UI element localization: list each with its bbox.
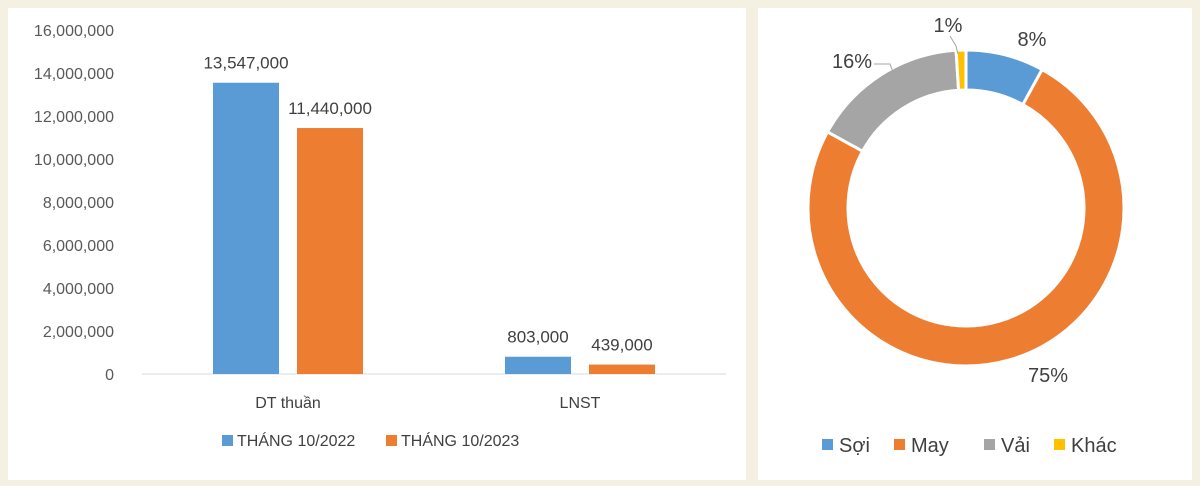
slice-data-label: 75% bbox=[1028, 365, 1068, 387]
bar bbox=[505, 356, 571, 374]
slice-data-label: 1% bbox=[934, 15, 963, 37]
y-tick-label: 12,000,000 bbox=[34, 109, 114, 126]
bar bbox=[213, 82, 279, 374]
leader-line bbox=[874, 63, 897, 81]
legend-swatch bbox=[822, 439, 833, 450]
legend-label: Sợi bbox=[839, 435, 870, 457]
x-category-label: LNST bbox=[560, 395, 601, 412]
bar-data-label: 803,000 bbox=[507, 328, 568, 347]
bar bbox=[589, 364, 655, 374]
doughnut-slice bbox=[954, 48, 968, 92]
bar bbox=[297, 128, 363, 374]
doughnut-slice bbox=[806, 67, 1126, 368]
bar-chart-panel: 0 2,000,000 4,000,000 6,000,000 8,000,000 10,… bbox=[8, 8, 746, 480]
y-tick-label: 2,000,000 bbox=[43, 324, 114, 341]
doughnut-chart: 8% 75% 16% 1% Sợi May Vải Khác bbox=[806, 15, 1126, 457]
y-tick-label: 6,000,000 bbox=[43, 238, 114, 255]
y-tick-label: 8,000,000 bbox=[43, 195, 114, 212]
bar-data-label: 439,000 bbox=[591, 336, 652, 355]
legend-label: THÁNG 10/2022 bbox=[237, 431, 355, 450]
doughnut-chart-panel: 8% 75% 16% 1% Sợi May Vải Khác bbox=[758, 8, 1192, 480]
bar-chart: 0 2,000,000 4,000,000 6,000,000 8,000,000 10,… bbox=[34, 23, 726, 450]
legend-swatch bbox=[894, 439, 905, 450]
slice-data-label: 8% bbox=[1018, 29, 1047, 51]
legend-swatch bbox=[386, 435, 397, 446]
x-category-label: DT thuần bbox=[255, 395, 321, 412]
slice-data-label: 16% bbox=[832, 51, 872, 73]
y-tick-label: 0 bbox=[105, 367, 114, 384]
legend-label: Khác bbox=[1071, 435, 1117, 457]
y-tick-label: 10,000,000 bbox=[34, 152, 114, 169]
bar-data-label: 11,440,000 bbox=[288, 99, 372, 118]
leader-line bbox=[949, 35, 959, 55]
legend-label: Vải bbox=[1001, 435, 1030, 457]
bar-data-label: 13,547,000 bbox=[203, 54, 288, 73]
legend-swatch bbox=[222, 435, 233, 446]
legend-label: THÁNG 10/2023 bbox=[401, 431, 519, 450]
y-tick-label: 14,000,000 bbox=[34, 66, 114, 83]
y-tick-label: 4,000,000 bbox=[43, 281, 114, 298]
y-tick-label: 16,000,000 bbox=[34, 23, 114, 40]
legend-swatch bbox=[1054, 439, 1065, 450]
legend-swatch bbox=[984, 439, 995, 450]
legend-label: May bbox=[911, 435, 949, 457]
